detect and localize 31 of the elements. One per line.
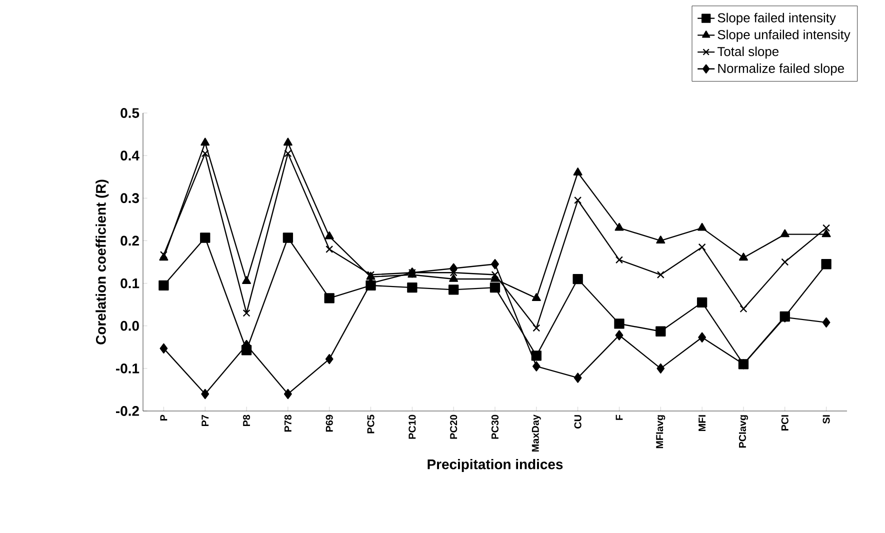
x-tick-label: MFIavg [656, 415, 666, 448]
x-tick-label: SI [822, 415, 830, 424]
legend-label: Total slope [717, 46, 779, 59]
y-axis-title: Corelation coefficient (R) [96, 180, 109, 344]
y-tick-label: -0.2 [116, 406, 139, 416]
x-tick-label: P [160, 414, 168, 420]
x-tick-label: F [616, 414, 623, 420]
x-axis-title: Precipitation indices [428, 459, 563, 472]
x-tick-label: P7 [202, 414, 209, 426]
x-tick-label: CU [574, 415, 582, 429]
y-tick-label: 0.0 [120, 320, 139, 331]
legend-label: Slope unfailed intensity [718, 30, 850, 42]
y-tick-label: -0.1 [116, 363, 140, 374]
x-tick-label: P69 [326, 414, 333, 432]
x-tick-label: P78 [284, 414, 292, 432]
x-tick-label: MFI [698, 415, 706, 431]
y-tick-label: 0.1 [120, 278, 140, 288]
x-tick-label: P8 [243, 414, 250, 426]
x-tick-label: PC30 [491, 414, 499, 439]
y-tick-label: 0.3 [120, 193, 139, 204]
y-tick-label: 0.2 [120, 236, 139, 246]
legend-label: Slope failed intensity [718, 12, 836, 25]
y-tick-label: 0.5 [120, 108, 140, 118]
x-tick-label: MaxDay [532, 414, 541, 452]
x-tick-label: PC5 [367, 414, 374, 434]
legend-label: Normalize failed slope [718, 63, 844, 76]
x-tick-label: PCI [781, 415, 788, 430]
x-tick-label: PCIavg [738, 415, 748, 448]
x-tick-label: PC10 [408, 414, 416, 439]
x-tick-label: PC20 [450, 414, 458, 439]
y-tick-label: 0.4 [120, 150, 140, 161]
